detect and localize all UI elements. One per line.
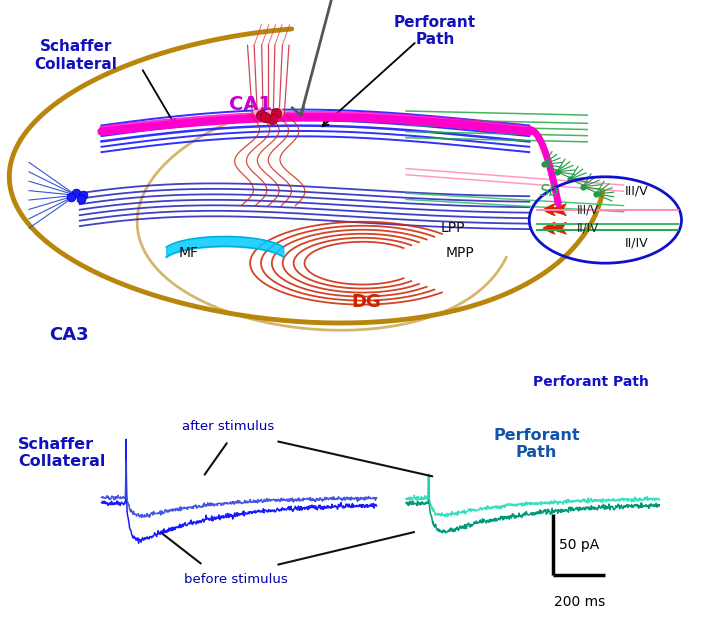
Point (266, 114, 278, 124)
Point (551, 167, 563, 177)
Point (262, 108, 274, 118)
Text: MF: MF (178, 246, 199, 260)
Point (70, 188, 82, 198)
Text: Perforant
Path: Perforant Path (493, 428, 580, 460)
Point (65, 193, 77, 202)
Point (273, 107, 285, 117)
Text: before stimulus: before stimulus (183, 573, 288, 586)
Text: Sb: Sb (540, 184, 559, 199)
Text: II/IV: II/IV (625, 236, 648, 249)
Point (564, 174, 576, 184)
Point (259, 112, 270, 122)
Point (538, 159, 550, 169)
Text: Schaffer
Collateral: Schaffer Collateral (35, 39, 117, 72)
Text: CA3: CA3 (49, 326, 88, 344)
Point (590, 189, 602, 199)
Text: III/V: III/V (576, 203, 599, 216)
Text: LPP: LPP (441, 221, 465, 235)
Point (255, 110, 267, 120)
Text: 200 ms: 200 ms (554, 594, 605, 609)
Point (577, 182, 589, 192)
Text: Perforant
Path: Perforant Path (394, 14, 476, 47)
Point (78, 191, 89, 201)
Text: II/IV: II/IV (576, 222, 599, 235)
Text: 50 pA: 50 pA (559, 538, 600, 551)
Point (252, 106, 263, 116)
Text: after stimulus: after stimulus (182, 421, 275, 434)
Text: MPP: MPP (446, 246, 475, 260)
Point (75, 194, 87, 204)
Text: CA1: CA1 (228, 95, 272, 115)
Text: Perforant Path: Perforant Path (533, 376, 649, 389)
Point (270, 108, 281, 118)
Text: Schaffer
Collateral: Schaffer Collateral (18, 437, 106, 469)
Text: DG: DG (351, 293, 381, 312)
Text: III/V: III/V (625, 184, 648, 197)
